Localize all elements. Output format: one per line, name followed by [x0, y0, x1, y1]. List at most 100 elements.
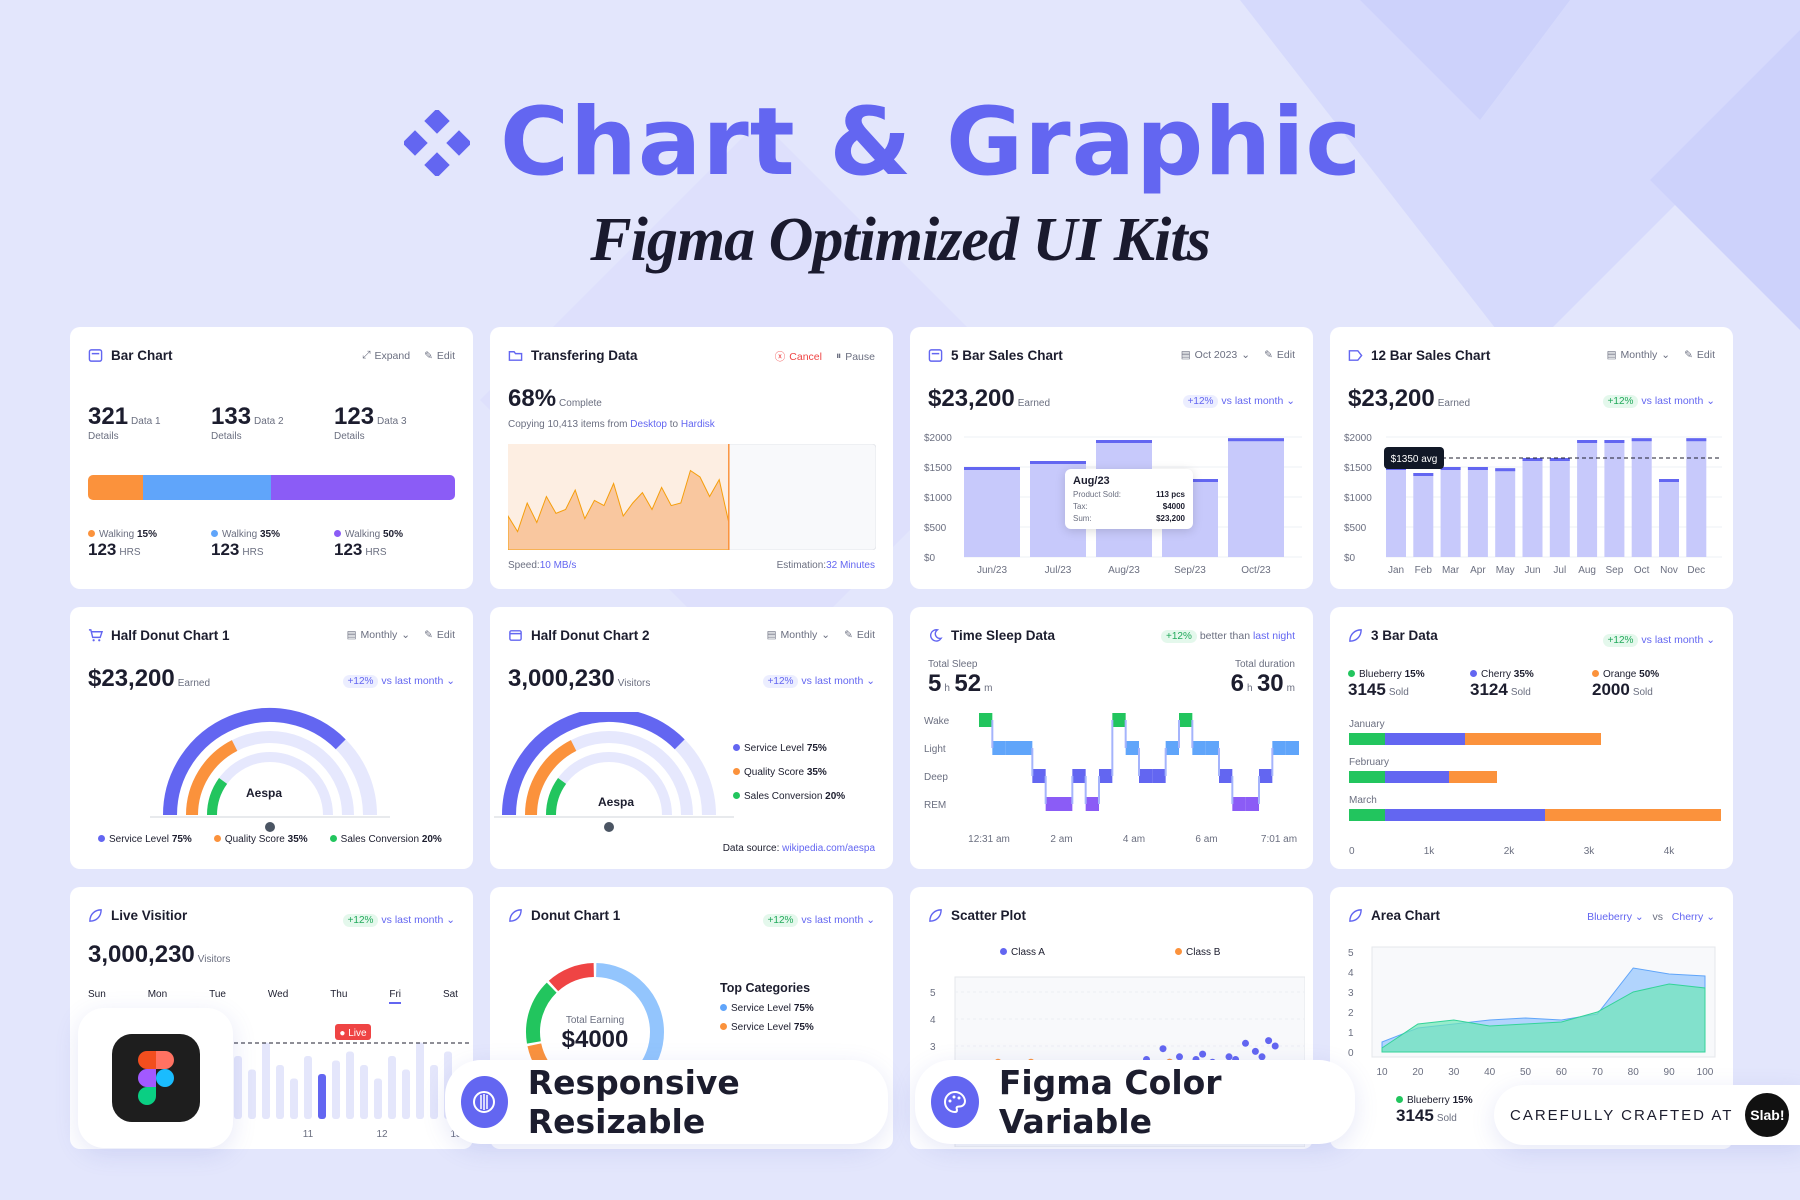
- day-tab[interactable]: Wed: [267, 989, 289, 1000]
- x-tick-label: 12:31 am: [968, 834, 1010, 845]
- x-tick-label: Jul/23: [1045, 565, 1072, 576]
- amount: 3,000,230 Visitors: [508, 665, 651, 692]
- area-series: [1381, 983, 1706, 1053]
- bar: [318, 1074, 326, 1119]
- estimation: Estimation:32 Minutes: [776, 560, 875, 571]
- stack-segment: [143, 475, 272, 500]
- period-dropdown[interactable]: ▤ Oct 2023 ⌄: [1180, 349, 1251, 361]
- bar: [276, 1065, 284, 1119]
- x-tick-label: Jul: [1553, 565, 1566, 576]
- sleep-segment: [1179, 713, 1193, 727]
- y-tick-label: 3: [1348, 988, 1354, 999]
- y-tick-label: 3: [930, 1042, 936, 1053]
- y-tick-label: $500: [924, 523, 947, 534]
- bar: [346, 1051, 354, 1119]
- half-donut2-card: Half Donut Chart 2 ▤ Monthly ⌄ ✎ Edit 3,000,…: [490, 607, 893, 869]
- vs-last-month[interactable]: +12% vs last month ⌄: [762, 910, 875, 928]
- amount: $23,200 Earned: [88, 665, 211, 692]
- cancel-button[interactable]: ⓧ Cancel: [774, 350, 822, 364]
- edit-button[interactable]: ✎ Edit: [844, 629, 875, 641]
- pencil-icon: ✎: [844, 629, 853, 641]
- sleep-segment: [1139, 769, 1153, 783]
- day-tab[interactable]: Tue: [209, 989, 226, 1000]
- source-link[interactable]: wikipedia.com/aespa: [782, 843, 875, 854]
- day-tab[interactable]: Sat: [442, 989, 458, 1000]
- half-donut1-card: Half Donut Chart 1 ▤ Monthly ⌄ ✎ Edit $23,20…: [70, 607, 473, 869]
- card-title: Time Sleep Data: [951, 628, 1056, 643]
- x-tick-label: 10: [1376, 1067, 1388, 1078]
- sleep-segment: [979, 713, 993, 727]
- day-tab[interactable]: Thu: [330, 989, 348, 1000]
- card-title: Scatter Plot: [951, 908, 1027, 923]
- avg-tag: [1384, 447, 1444, 469]
- x-tick-label: Sep/23: [1174, 565, 1206, 576]
- bar-top: [964, 467, 1020, 470]
- vs-last-month[interactable]: +12% vs last month ⌄: [1602, 630, 1715, 648]
- x-tick-label: Mar: [1442, 565, 1460, 576]
- x-tick-label: 12: [376, 1129, 388, 1140]
- needle-dot: [265, 822, 275, 832]
- transfer-progress: 68% Complete: [508, 385, 602, 412]
- bar: [1440, 467, 1461, 557]
- sleep-step-chart: Wake Light Deep REM 12:31 am 2 am 4 am 6 am 7:01…: [924, 713, 1299, 845]
- edit-button[interactable]: ✎ Edit: [424, 349, 455, 362]
- bar: [1549, 458, 1570, 557]
- scatter-point: [1242, 1039, 1249, 1047]
- category-label: January: [1349, 719, 1385, 730]
- bar: [430, 1065, 438, 1119]
- vs-last-month[interactable]: +12% vs last month ⌄: [762, 671, 875, 689]
- calendar-icon: ▤: [1180, 349, 1191, 361]
- bar-top: [1096, 440, 1152, 443]
- card-title: Area Chart: [1371, 908, 1441, 923]
- bar-segment: [1349, 733, 1385, 745]
- card-title: Donut Chart 1: [531, 908, 621, 923]
- sales-conversion-arc: [207, 777, 228, 816]
- bar-top: [1440, 467, 1461, 470]
- donut-slice: [548, 963, 595, 992]
- x-tick-label: 70: [1592, 1067, 1604, 1078]
- bar: [290, 1078, 298, 1119]
- day-tab[interactable]: Mon: [147, 989, 168, 1000]
- monthly-dropdown[interactable]: ▤ Monthly ⌄: [766, 629, 831, 641]
- diamond-logo-icon: [404, 110, 470, 176]
- vs-last-month[interactable]: +12% vs last month ⌄: [1182, 391, 1295, 409]
- x-tick-label: 0: [1349, 846, 1355, 857]
- day-tab[interactable]: Sun: [88, 989, 106, 1000]
- total-duration: Total duration 6 h 30 m: [1230, 659, 1295, 697]
- edit-button[interactable]: ✎ Edit: [1264, 349, 1295, 361]
- sleep-segment: [992, 741, 1006, 755]
- sleep-segment: [1085, 797, 1099, 811]
- bar: [1659, 479, 1679, 557]
- expand-button[interactable]: ⤢ Expand: [362, 349, 411, 362]
- sales12-card: 12 Bar Sales Chart ▤ Monthly ⌄ ✎ Edit $23,20…: [1330, 327, 1733, 589]
- x-tick-label: 90: [1664, 1067, 1676, 1078]
- bar: [1228, 438, 1284, 557]
- sales5-card: 5 Bar Sales Chart ▤ Oct 2023 ⌄ ✎ Edit $23,20…: [910, 327, 1313, 589]
- vs-last-month[interactable]: +12% vs last month ⌄: [342, 910, 455, 928]
- card-title: Half Donut Chart 1: [111, 628, 230, 643]
- copy-status: Copying 10,413 items from Desktop to Har…: [508, 419, 715, 430]
- monthly-dropdown[interactable]: ▤ Monthly ⌄: [1606, 349, 1671, 361]
- sleep-segment: [1219, 769, 1233, 783]
- stat: Blueberry 15% 3145 Sold: [1348, 669, 1425, 699]
- edit-button[interactable]: ✎ Edit: [424, 629, 455, 641]
- x-tick-label: Aug/23: [1108, 565, 1140, 576]
- service-level-arc-track: [163, 708, 377, 816]
- day-tab[interactable]: Fri: [389, 989, 402, 1004]
- sleep-segment: [1285, 741, 1299, 755]
- sleep-segment: [1165, 741, 1179, 755]
- tag-icon: [1348, 350, 1363, 361]
- speed: Speed:10 MB/s: [508, 560, 577, 571]
- expand-icon: ⤢: [362, 349, 371, 361]
- bar-segment: [1385, 771, 1449, 783]
- vs-last-month[interactable]: +12% vs last month ⌄: [342, 671, 455, 689]
- monthly-dropdown[interactable]: ▤ Monthly ⌄: [346, 629, 411, 641]
- x-tick-label: 3k: [1584, 846, 1596, 857]
- pause-button[interactable]: ⏸ Pause: [835, 350, 875, 363]
- x-tick-label: Nov: [1660, 565, 1678, 576]
- series-compare[interactable]: Blueberry ⌄ vs Cherry ⌄: [1587, 911, 1715, 923]
- edit-button[interactable]: ✎ Edit: [1684, 349, 1715, 361]
- bar-top: [1030, 461, 1086, 464]
- vs-last-month[interactable]: +12% vs last month ⌄: [1602, 391, 1715, 409]
- bar-top: [1686, 438, 1707, 442]
